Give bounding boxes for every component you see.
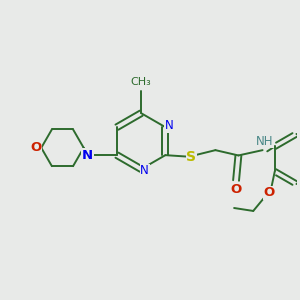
Text: N: N: [164, 119, 173, 132]
Text: CH₃: CH₃: [131, 77, 152, 87]
Text: O: O: [264, 186, 275, 199]
Text: NH: NH: [256, 135, 274, 148]
Text: N: N: [140, 164, 149, 177]
Text: O: O: [230, 183, 242, 196]
Text: N: N: [82, 149, 93, 162]
Text: O: O: [30, 141, 42, 154]
Text: S: S: [186, 150, 196, 164]
